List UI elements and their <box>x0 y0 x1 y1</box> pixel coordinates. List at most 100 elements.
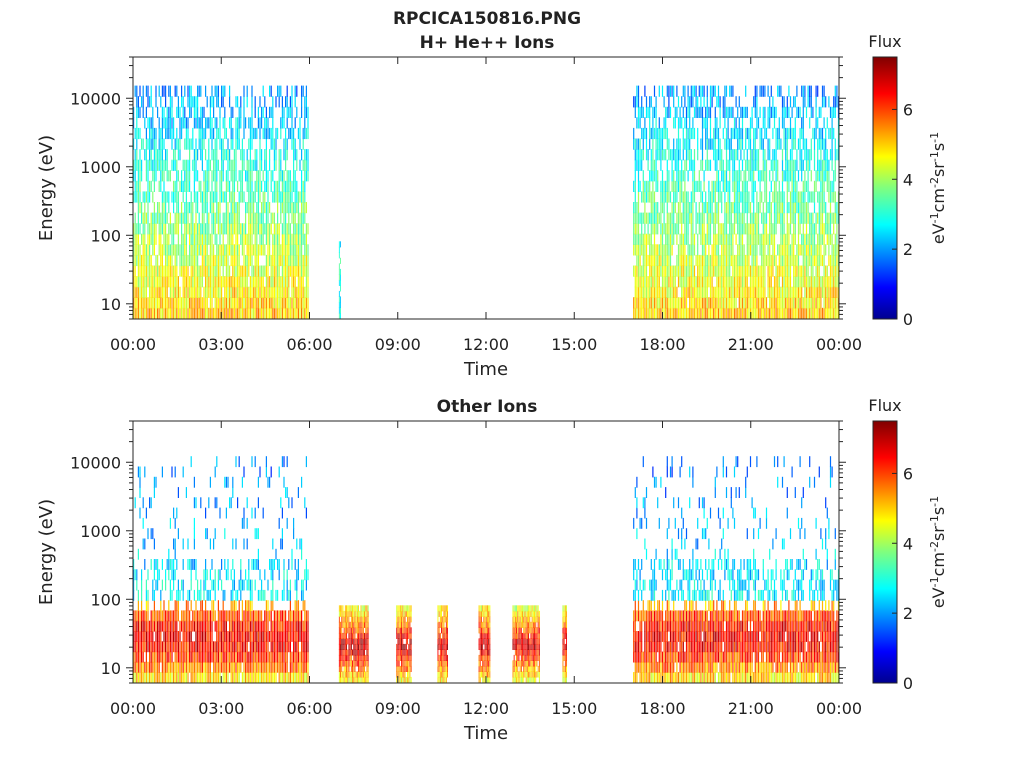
flux-cell <box>174 672 176 683</box>
flux-cell <box>809 254 811 267</box>
flux-cell <box>168 651 170 663</box>
flux-cell <box>163 117 165 129</box>
flux-cell <box>652 127 654 140</box>
flux-cell <box>828 276 830 288</box>
flux-cell <box>637 138 640 150</box>
flux-cell <box>168 610 170 622</box>
flux-cell <box>237 307 239 319</box>
flux-cell <box>198 233 200 245</box>
flux-cell <box>340 296 341 303</box>
flux-cell <box>647 180 649 192</box>
flux-cell <box>254 297 256 309</box>
flux-cell <box>754 85 756 97</box>
flux-cell <box>729 212 731 224</box>
flux-cell <box>176 276 178 288</box>
flux-cell <box>802 85 804 97</box>
flux-cell <box>264 265 266 277</box>
flux-cell <box>281 96 283 108</box>
flux-cell <box>144 276 146 288</box>
flux-cell <box>249 149 251 161</box>
flux-cell <box>232 538 234 550</box>
flux-cell <box>161 661 163 673</box>
flux-cell <box>772 96 774 108</box>
flux-cell <box>733 159 736 171</box>
flux-cell <box>217 223 219 235</box>
flux-cell <box>233 651 235 663</box>
flux-cell <box>725 233 728 245</box>
flux-cell <box>243 96 245 108</box>
flux-cell <box>642 170 644 182</box>
flux-cell <box>251 307 253 319</box>
flux-cell <box>137 233 139 245</box>
flux-cell <box>676 212 678 224</box>
flux-cell <box>230 286 232 298</box>
flux-cell <box>833 223 835 235</box>
flux-cell <box>773 254 776 267</box>
flux-cell <box>200 497 202 509</box>
flux-cell <box>163 191 165 203</box>
flux-cell <box>695 223 697 235</box>
flux-cell <box>259 191 261 203</box>
flux-cell <box>786 127 788 140</box>
flux-cell <box>751 286 753 298</box>
flux-cell <box>149 631 151 642</box>
flux-cell <box>150 559 152 570</box>
flux-cell <box>142 233 144 245</box>
flux-cell <box>139 466 141 478</box>
flux-cell <box>257 661 259 673</box>
flux-cell <box>765 223 768 235</box>
flux-cell <box>789 170 792 182</box>
flux-cell <box>222 223 224 235</box>
flux-cell <box>748 170 750 182</box>
flux-cell <box>732 180 734 192</box>
flux-cell <box>150 620 152 632</box>
flux-cell <box>267 661 269 673</box>
flux-cell <box>690 265 692 277</box>
flux-cell <box>729 106 731 118</box>
flux-cell <box>221 559 223 570</box>
flux-cell <box>182 96 184 108</box>
flux-cell <box>793 276 795 288</box>
flux-cell <box>791 159 793 171</box>
flux-cell <box>304 233 306 245</box>
flux-cell <box>716 127 718 140</box>
flux-cell <box>275 138 277 150</box>
flux-cell <box>153 180 155 192</box>
flux-cell <box>150 307 152 319</box>
flux-cell <box>150 497 152 509</box>
flux-cell <box>216 307 218 319</box>
flux-cell <box>831 254 833 267</box>
flux-cell <box>281 651 283 663</box>
flux-cell <box>209 476 211 488</box>
flux-cell <box>243 286 245 298</box>
flux-cell <box>826 180 828 192</box>
flux-cell <box>193 233 195 245</box>
flux-cell <box>705 138 707 150</box>
flux-cell <box>732 127 734 140</box>
flux-cell <box>257 244 259 256</box>
flux-cell <box>660 297 662 309</box>
flux-cell <box>216 149 218 161</box>
flux-cell <box>259 641 261 653</box>
flux-cell <box>208 180 210 192</box>
flux-cell <box>281 170 283 182</box>
flux-cell <box>208 589 210 601</box>
flux-cell <box>753 265 755 277</box>
flux-cell <box>243 538 245 550</box>
flux-cell <box>217 286 219 298</box>
flux-cell <box>177 212 179 224</box>
flux-cell <box>222 96 224 108</box>
flux-cell <box>639 138 641 150</box>
flux-cell <box>133 631 135 642</box>
flux-cell <box>826 170 828 182</box>
flux-cell <box>732 233 734 245</box>
flux-cell <box>304 127 306 140</box>
flux-cell <box>264 307 266 319</box>
flux-cell <box>807 85 809 97</box>
flux-cell <box>281 286 283 298</box>
flux-cell <box>813 254 816 267</box>
flux-cell <box>203 223 205 235</box>
flux-cell <box>224 661 226 673</box>
flux-cell <box>237 117 239 129</box>
flux-cell <box>781 233 784 245</box>
